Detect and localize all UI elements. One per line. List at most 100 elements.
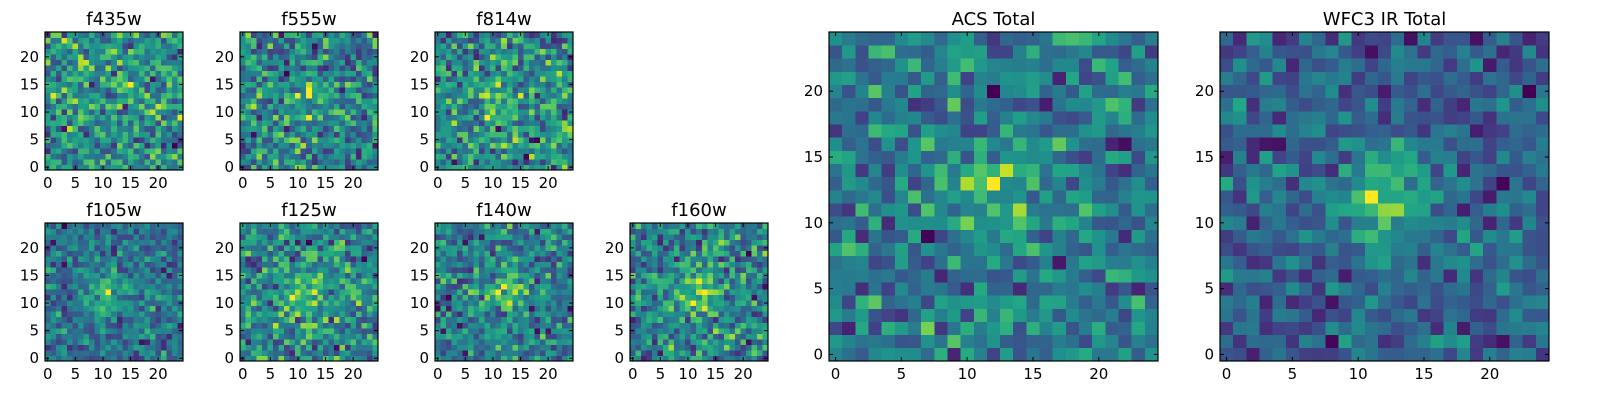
heatmap-cell <box>707 316 714 323</box>
heatmap-cell <box>539 147 546 154</box>
heatmap-cell <box>300 164 307 171</box>
heatmap-cell <box>61 333 68 340</box>
heatmap-cell <box>284 228 291 235</box>
heatmap-cell <box>83 283 90 290</box>
heatmap-cell <box>829 347 843 362</box>
heatmap-cell <box>339 267 346 274</box>
heatmap-cell <box>256 300 263 307</box>
heatmap-cell <box>111 300 118 307</box>
heatmap-cell <box>284 136 291 143</box>
heatmap-cell <box>149 311 156 318</box>
heatmap-cell <box>495 283 502 290</box>
heatmap-cell <box>56 158 62 165</box>
heatmap-cell <box>339 239 346 246</box>
heatmap-cell <box>868 334 883 349</box>
heatmap-cell <box>567 114 574 121</box>
heatmap-cell <box>679 322 686 329</box>
heatmap-cell <box>762 289 769 296</box>
heatmap-cell <box>251 311 257 318</box>
heatmap-cell <box>89 70 96 77</box>
heatmap-cell <box>177 59 184 66</box>
heatmap-cell <box>149 32 156 38</box>
heatmap-cell <box>734 234 741 240</box>
heatmap-cell <box>435 294 441 301</box>
heatmap-cell <box>451 316 458 323</box>
heatmap-cell <box>94 76 101 83</box>
heatmap-cell <box>116 316 123 323</box>
heatmap-cell <box>127 153 134 160</box>
heatmap-cell <box>534 239 541 246</box>
heatmap-cell <box>251 164 257 171</box>
heatmap-cell <box>652 311 658 318</box>
heatmap-cell <box>556 278 563 285</box>
heatmap-cell <box>56 109 62 116</box>
heatmap-cell <box>300 234 307 240</box>
heatmap-cell <box>72 81 79 88</box>
heatmap-cell <box>166 109 173 116</box>
heatmap-cell <box>355 114 362 121</box>
heatmap-cell <box>94 267 101 274</box>
heatmap-cell <box>646 256 653 263</box>
heatmap-cell <box>446 70 452 77</box>
heatmap-cell <box>462 344 469 351</box>
heatmap-cell <box>539 65 546 72</box>
heatmap-cell <box>267 43 274 49</box>
heatmap-cell <box>267 54 274 60</box>
heatmap-cell <box>435 125 441 132</box>
heatmap-cell <box>328 338 335 345</box>
heatmap-cell <box>317 316 324 323</box>
heatmap-cell <box>322 333 329 340</box>
heatmap-cell <box>1118 334 1133 349</box>
heatmap-cell <box>251 228 257 235</box>
heatmap-cell <box>868 216 883 230</box>
heatmap-cell <box>100 300 107 307</box>
heatmap-cell <box>284 59 291 66</box>
heatmap-cell <box>539 316 546 323</box>
heatmap-cell <box>366 256 373 263</box>
heatmap-cell <box>718 294 725 301</box>
heatmap-cell <box>907 308 922 322</box>
heatmap-cell <box>67 147 73 154</box>
heatmap-cell <box>339 300 346 307</box>
heatmap-cell <box>567 338 574 345</box>
heatmap-cell <box>501 234 508 240</box>
heatmap-cell <box>149 158 156 165</box>
heatmap-cell <box>657 256 664 263</box>
heatmap-cell <box>539 125 546 132</box>
heatmap-cell <box>56 43 62 49</box>
heatmap-cell <box>842 295 856 309</box>
heatmap-cell <box>528 283 535 290</box>
heatmap-cell <box>894 150 909 164</box>
heatmap-cell <box>646 278 653 285</box>
heatmap-cell <box>94 256 101 263</box>
heatmap-cell <box>451 289 458 296</box>
heatmap-cell <box>78 333 85 340</box>
heatmap-cell <box>155 349 162 356</box>
heatmap-cell <box>556 311 563 318</box>
heatmap-cell <box>78 158 85 165</box>
x-tick-label: 5 <box>266 365 276 383</box>
x-tick-label: 5 <box>266 174 276 192</box>
heatmap-cell <box>561 289 568 296</box>
heatmap-cell <box>701 349 708 356</box>
heatmap-cell <box>745 223 752 229</box>
heatmap-cell <box>712 322 719 329</box>
heatmap-cell <box>306 114 313 121</box>
heatmap-cell <box>707 289 714 296</box>
heatmap-cell <box>718 245 725 251</box>
heatmap-cell <box>528 153 535 160</box>
heatmap-cell <box>451 65 458 72</box>
heatmap-cell <box>273 245 280 251</box>
heatmap-cell <box>501 223 508 229</box>
heatmap-cell <box>512 103 519 110</box>
heatmap-cell <box>100 267 107 274</box>
heatmap-cell <box>149 327 156 334</box>
heatmap-cell <box>155 147 162 154</box>
heatmap-cell <box>273 98 280 105</box>
heatmap-cell <box>50 32 57 38</box>
heatmap-cell <box>317 278 324 285</box>
heatmap-cell <box>490 333 497 340</box>
heatmap-cell <box>1026 255 1040 270</box>
heatmap-cell <box>366 153 373 160</box>
heatmap-cell <box>339 245 346 251</box>
